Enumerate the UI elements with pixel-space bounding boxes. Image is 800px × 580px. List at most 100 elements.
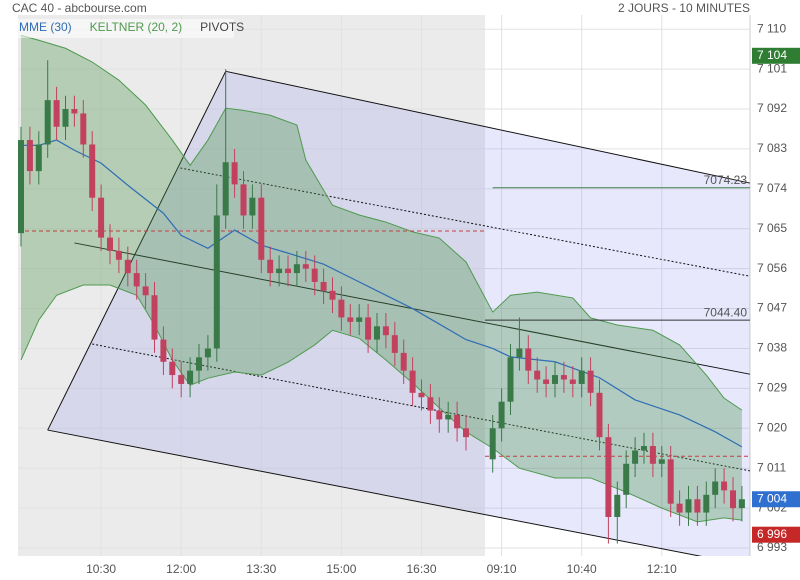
candle-body <box>151 295 158 340</box>
candle-body <box>658 459 665 464</box>
x-tick-label: 10:30 <box>86 562 116 576</box>
candle-body <box>213 215 220 349</box>
y-tick-label: 7 101 <box>757 61 787 75</box>
candle-body <box>587 370 594 393</box>
candle-body <box>204 348 211 358</box>
channel-line <box>225 70 750 184</box>
candle-body <box>258 197 265 260</box>
candle-body <box>685 499 692 513</box>
candle-body <box>614 494 621 517</box>
candle-body <box>525 348 532 371</box>
candle-body <box>454 414 461 429</box>
candle-body <box>169 361 176 376</box>
candle-body <box>80 113 87 145</box>
legend-entry: KELTNER (20, 2) <box>90 20 182 34</box>
legend-box <box>14 19 234 38</box>
candle-body <box>649 446 656 464</box>
keltner-band <box>21 35 742 522</box>
candle-body <box>347 317 354 322</box>
candle-body <box>703 494 710 513</box>
candle-body <box>267 259 274 274</box>
candle-body <box>62 109 69 127</box>
candle-body <box>721 481 728 491</box>
candle-body <box>320 281 327 291</box>
candle-body <box>71 109 78 114</box>
x-tick-label: 12:00 <box>166 562 196 576</box>
y-tick-label: 7 011 <box>757 460 786 474</box>
candle-body <box>293 264 300 274</box>
legend-entry: MME (30) <box>19 20 72 34</box>
candle-body <box>222 162 229 216</box>
candle-body <box>338 299 345 318</box>
candle-body <box>329 290 336 300</box>
x-tick-label: 13:30 <box>246 562 276 576</box>
price-tag <box>752 491 800 508</box>
y-tick-label: 7 047 <box>757 301 787 315</box>
candle-body <box>89 144 96 198</box>
chart-subtitle: 2 JOURS - 10 MINUTES <box>618 1 750 15</box>
candle-body <box>187 370 194 384</box>
candle-body <box>356 317 363 322</box>
candle-body <box>53 100 60 127</box>
candle-body <box>534 370 541 380</box>
y-tick-label: 7 092 <box>757 101 787 115</box>
candle-body <box>142 286 149 296</box>
candle-body <box>35 144 42 172</box>
candle-body <box>436 410 443 420</box>
candle-body <box>276 268 283 274</box>
candle-body <box>498 401 505 429</box>
candle-body <box>445 414 452 420</box>
candle-body <box>374 326 380 340</box>
price-tag <box>752 526 800 543</box>
candle-body <box>160 339 167 362</box>
y-tick-label: 7 020 <box>757 420 787 434</box>
candle-body <box>285 268 291 274</box>
candle-body <box>231 162 238 185</box>
candle-body <box>115 250 122 260</box>
candle-body <box>516 348 523 358</box>
x-tick-label: 09:10 <box>487 562 517 576</box>
y-tick-label: 7 074 <box>757 181 787 195</box>
y-tick-label: 7 110 <box>757 21 786 35</box>
candle-body <box>107 237 113 251</box>
pivot-label: 7044.40 <box>704 305 748 319</box>
candle-body <box>552 375 558 384</box>
candle-body <box>560 375 567 380</box>
x-tick-label: 16:30 <box>406 562 436 576</box>
candle-body <box>738 499 745 509</box>
candle-body <box>596 392 603 438</box>
y-tick-label: 7 083 <box>757 141 787 155</box>
candle-body <box>365 317 372 340</box>
x-tick-label: 10:40 <box>567 562 597 576</box>
candle-body <box>730 490 736 509</box>
x-tick-label: 12:10 <box>647 562 677 576</box>
x-tick-label: 15:00 <box>326 562 356 576</box>
candle-body <box>489 428 496 460</box>
candle-body <box>623 463 630 495</box>
candle-body <box>178 375 185 384</box>
channel-line <box>180 167 750 277</box>
candle-body <box>676 503 683 513</box>
channel-edge <box>47 71 227 431</box>
keltner-line <box>20 284 742 523</box>
y-tick-label: 7 038 <box>757 341 787 355</box>
keltner-line <box>20 34 743 411</box>
channel-line <box>47 429 703 556</box>
candle-body <box>507 357 514 402</box>
y-tick-label: 7 056 <box>757 261 787 275</box>
candle-body <box>578 370 585 384</box>
price-tag <box>752 47 800 64</box>
candle-body <box>712 481 719 495</box>
candle-body <box>409 370 416 393</box>
y-tick-label: 7 029 <box>757 381 787 395</box>
y-tick-label: 7 065 <box>757 221 787 235</box>
candle-body <box>427 397 434 411</box>
legend-entry: PIVOTS <box>200 20 244 34</box>
candle-body <box>543 379 550 384</box>
candle-body <box>569 379 576 384</box>
candle-body <box>18 140 24 234</box>
chart-title: CAC 40 - abcbourse.com <box>12 1 147 15</box>
price-tag-label: 6 996 <box>757 527 787 541</box>
